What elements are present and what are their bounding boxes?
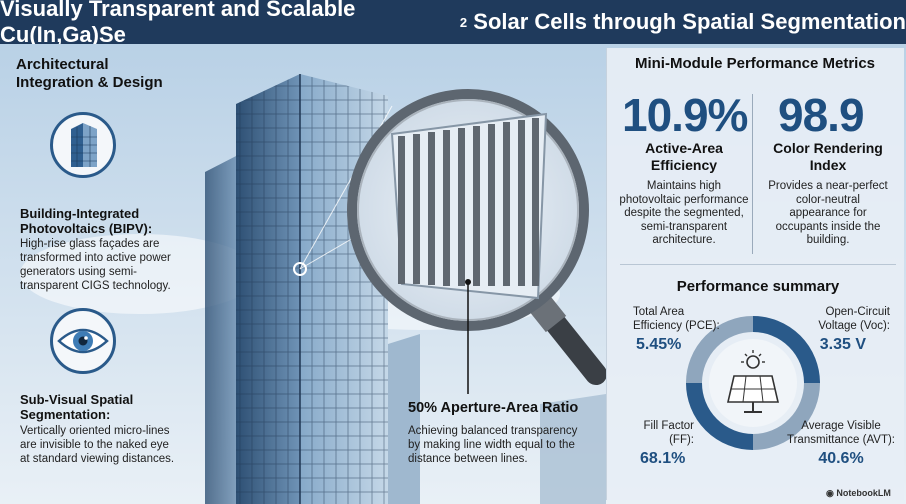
color-rendering-index-label: Color Rendering Index [773,140,883,173]
segmentation-description: Vertically oriented micro-lines are invi… [20,425,175,465]
ff-label: Fill Factor (FF): [643,420,694,446]
avt-value: 40.6% [818,450,864,467]
title-subscript: 2 [459,14,468,30]
bipv-title: Building-Integrated Photovoltaics (BIPV)… [20,206,153,236]
magnifying-glass-icon [293,89,607,394]
solar-panel-icon [726,375,780,413]
aperture-title: 50% Aperture-Area Ratio [408,400,579,416]
title-bar: Visually Transparent and Scalable Cu(In,… [0,0,906,47]
section-heading-architecture: Architectural Integration & Design [16,56,163,91]
title-main: Visually Transparent and Scalable Cu(In,… [0,0,356,47]
active-area-efficiency-label: Active-Area Efficiency [645,140,723,173]
ff-value: 68.1% [640,450,686,467]
voc-label: Open-Circuit Voltage (Voc): [818,306,890,332]
active-area-efficiency-description: Maintains high photovoltaic performance … [619,180,749,246]
pce-label: Total Area Efficiency (PCE): [633,306,720,332]
voc-value: 3.35 V [819,336,866,353]
pce-value: 5.45% [636,336,682,353]
brand-logo: ◉ NotebookLM [826,488,891,498]
aperture-description: Achieving balanced transparency by makin… [408,425,578,465]
eye-icon [50,308,116,374]
building-icon [50,112,116,178]
summary-title: Performance summary [676,278,840,295]
skyscraper [236,74,388,504]
active-area-efficiency-value: 10.9% [622,89,748,141]
metrics-divider [752,94,753,254]
color-rendering-index-description: Provides a near-perfect color-neutral ap… [768,180,888,246]
bipv-description: High-rise glass façades are transformed … [20,238,171,292]
section-divider [620,264,896,265]
avt-label: Average Visible Transmittance (AVT): [787,420,895,446]
title-rest: Solar Cells through Spatial Segmentation [467,9,906,34]
sun-icon [741,350,765,369]
segmentation-title: Sub-Visual Spatial Segmentation: [20,392,134,422]
metrics-title: Mini-Module Performance Metrics [634,55,876,72]
color-rendering-index-value: 98.9 [778,89,865,141]
solar-panel-ring [686,316,820,450]
